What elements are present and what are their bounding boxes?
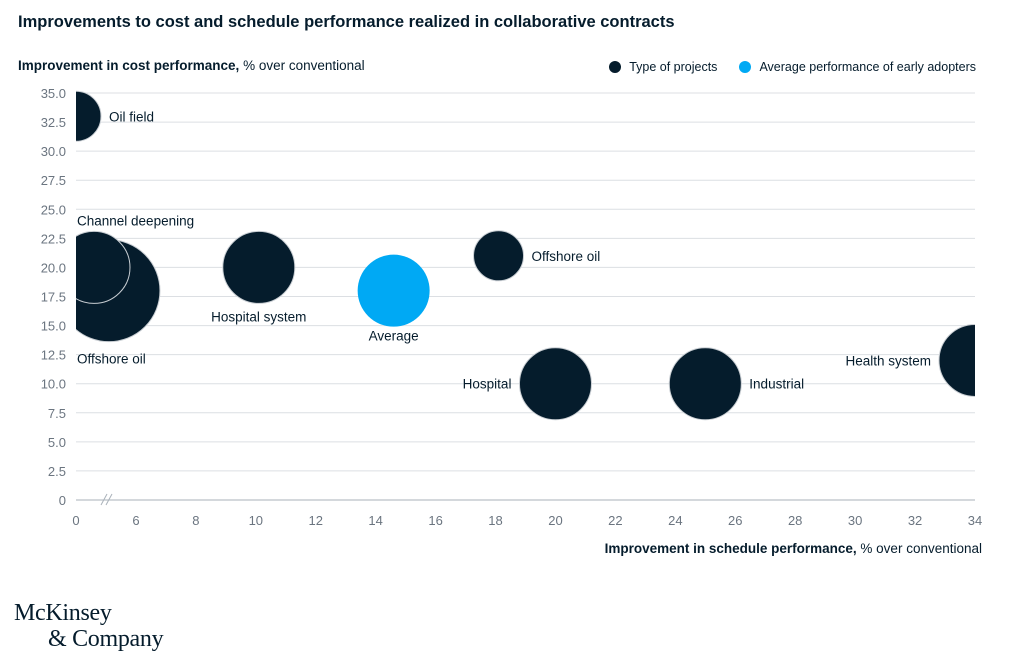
axis-break-mark bbox=[105, 493, 113, 506]
x-tick-label: 6 bbox=[132, 513, 139, 528]
legend-item-average: Average performance of early adopters bbox=[739, 60, 976, 74]
y-axis-title-bold: Improvement in cost performance, bbox=[18, 58, 240, 73]
bubble-offshore-oil bbox=[473, 230, 525, 282]
axis-break-mark bbox=[100, 493, 108, 506]
x-tick-label: 12 bbox=[308, 513, 322, 528]
bubble-industrial bbox=[668, 347, 742, 421]
bubble-health-system bbox=[938, 323, 975, 397]
mckinsey-logo: McKinsey & Company bbox=[14, 600, 164, 652]
legend-item-projects: Type of projects bbox=[609, 60, 717, 74]
bubble-channel-deepening bbox=[76, 230, 131, 304]
x-tick-label: 30 bbox=[848, 513, 862, 528]
y-tick-label: 0 bbox=[59, 493, 66, 508]
legend-swatch-projects bbox=[609, 61, 622, 73]
bubble-label-offshore-oil: Offshore oil bbox=[532, 249, 601, 264]
x-tick-label: 26 bbox=[728, 513, 742, 528]
x-tick-label: 8 bbox=[192, 513, 199, 528]
bubble-label-health-system: Health system bbox=[845, 353, 931, 368]
y-tick-label: 25.0 bbox=[41, 202, 66, 217]
legend: Type of projects Average performance of … bbox=[587, 60, 976, 74]
y-tick-label: 20.0 bbox=[41, 260, 66, 275]
x-tick-label: 32 bbox=[908, 513, 922, 528]
y-tick-label: 32.5 bbox=[41, 115, 66, 130]
x-tick-label: 14 bbox=[368, 513, 382, 528]
x-tick-label: 16 bbox=[428, 513, 442, 528]
bubble-label-hospital: Hospital bbox=[463, 377, 512, 392]
x-tick-label: 18 bbox=[488, 513, 502, 528]
bubble-label-hospital-system: Hospital system bbox=[211, 309, 306, 324]
x-axis-title: Improvement in schedule performance, % o… bbox=[605, 541, 982, 556]
bubble-label-channel-deepening: Channel deepening bbox=[77, 213, 194, 228]
y-tick-label: 17.5 bbox=[41, 290, 66, 305]
bubble-label-industrial: Industrial bbox=[749, 377, 804, 392]
bubble-label-offshore-oil: Offshore oil bbox=[77, 352, 146, 367]
bubble-oil-field bbox=[76, 90, 102, 142]
legend-label-projects: Type of projects bbox=[629, 60, 718, 74]
y-tick-label: 5.0 bbox=[48, 435, 66, 450]
y-tick-label: 22.5 bbox=[41, 231, 66, 246]
bubble-average bbox=[357, 254, 430, 327]
bubble-hospital-system bbox=[222, 230, 296, 304]
y-tick-label: 2.5 bbox=[48, 464, 66, 479]
y-tick-label: 12.5 bbox=[41, 348, 66, 363]
y-tick-label: 27.5 bbox=[41, 173, 66, 188]
logo-line-2: & Company bbox=[48, 626, 164, 652]
x-tick-label: 24 bbox=[668, 513, 682, 528]
y-axis-title-rest: % over conventional bbox=[239, 58, 365, 73]
legend-label-average: Average performance of early adopters bbox=[759, 60, 976, 74]
logo-line-1: McKinsey bbox=[14, 600, 112, 626]
bubble-label-average: Average bbox=[369, 329, 419, 344]
y-tick-label: 7.5 bbox=[48, 406, 66, 421]
y-tick-label: 15.0 bbox=[41, 319, 66, 334]
y-tick-label: 35.0 bbox=[41, 86, 66, 101]
bubble-label-oil-field: Oil field bbox=[109, 109, 154, 124]
legend-swatch-average bbox=[739, 61, 752, 73]
x-tick-label: 22 bbox=[608, 513, 622, 528]
x-tick-label: 34 bbox=[968, 513, 982, 528]
bubble-group bbox=[76, 90, 975, 421]
y-tick-label: 30.0 bbox=[41, 144, 66, 159]
bubble-hospital bbox=[518, 347, 592, 421]
x-axis-title-rest: % over conventional bbox=[856, 541, 982, 556]
chart-title: Improvements to cost and schedule perfor… bbox=[18, 13, 675, 31]
x-tick-label: 0 bbox=[72, 513, 79, 528]
y-tick-label: 10.0 bbox=[41, 377, 66, 392]
x-tick-label: 28 bbox=[788, 513, 802, 528]
y-axis-title: Improvement in cost performance, % over … bbox=[18, 58, 365, 73]
x-axis-title-bold: Improvement in schedule performance, bbox=[604, 541, 857, 556]
x-tick-label: 20 bbox=[548, 513, 562, 528]
x-tick-label: 10 bbox=[249, 513, 263, 528]
